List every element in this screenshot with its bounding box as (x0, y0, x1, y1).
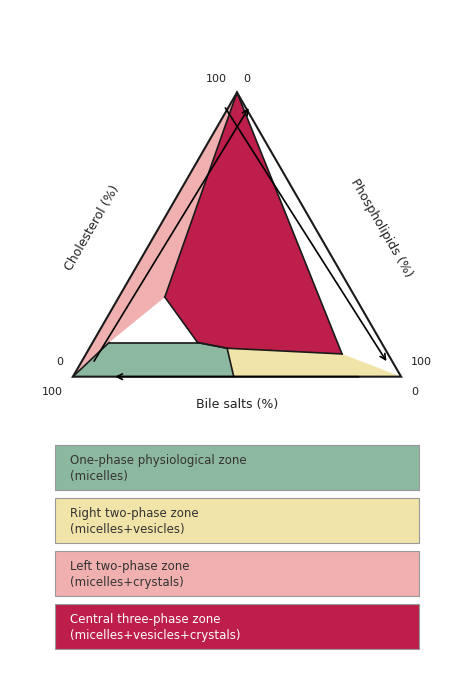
Text: 100: 100 (42, 387, 63, 396)
Text: (micelles+vesicles+crystals): (micelles+vesicles+crystals) (70, 629, 241, 642)
Text: One-phase physiological zone: One-phase physiological zone (70, 453, 247, 466)
Text: Bile salts (%): Bile salts (%) (196, 398, 278, 411)
Text: 0: 0 (411, 387, 418, 396)
Text: Central three-phase zone: Central three-phase zone (70, 612, 221, 625)
Text: Left two-phase zone: Left two-phase zone (70, 559, 190, 572)
Text: Right two-phase zone: Right two-phase zone (70, 506, 199, 519)
FancyBboxPatch shape (55, 551, 419, 596)
Polygon shape (165, 92, 342, 354)
FancyBboxPatch shape (55, 445, 419, 490)
Text: 0: 0 (56, 357, 63, 367)
Text: (micelles+vesicles): (micelles+vesicles) (70, 523, 185, 536)
Text: 100: 100 (206, 74, 227, 84)
Text: 100: 100 (411, 357, 432, 367)
FancyBboxPatch shape (55, 498, 419, 543)
Polygon shape (73, 92, 237, 376)
Polygon shape (73, 343, 234, 376)
Text: Phospholipids (%): Phospholipids (%) (348, 177, 415, 279)
Text: 0: 0 (244, 74, 251, 84)
Text: (micelles+crystals): (micelles+crystals) (70, 576, 184, 589)
Polygon shape (227, 348, 401, 376)
FancyBboxPatch shape (55, 604, 419, 649)
Text: (micelles): (micelles) (70, 470, 128, 483)
Text: Cholesterol (%): Cholesterol (%) (63, 183, 122, 273)
